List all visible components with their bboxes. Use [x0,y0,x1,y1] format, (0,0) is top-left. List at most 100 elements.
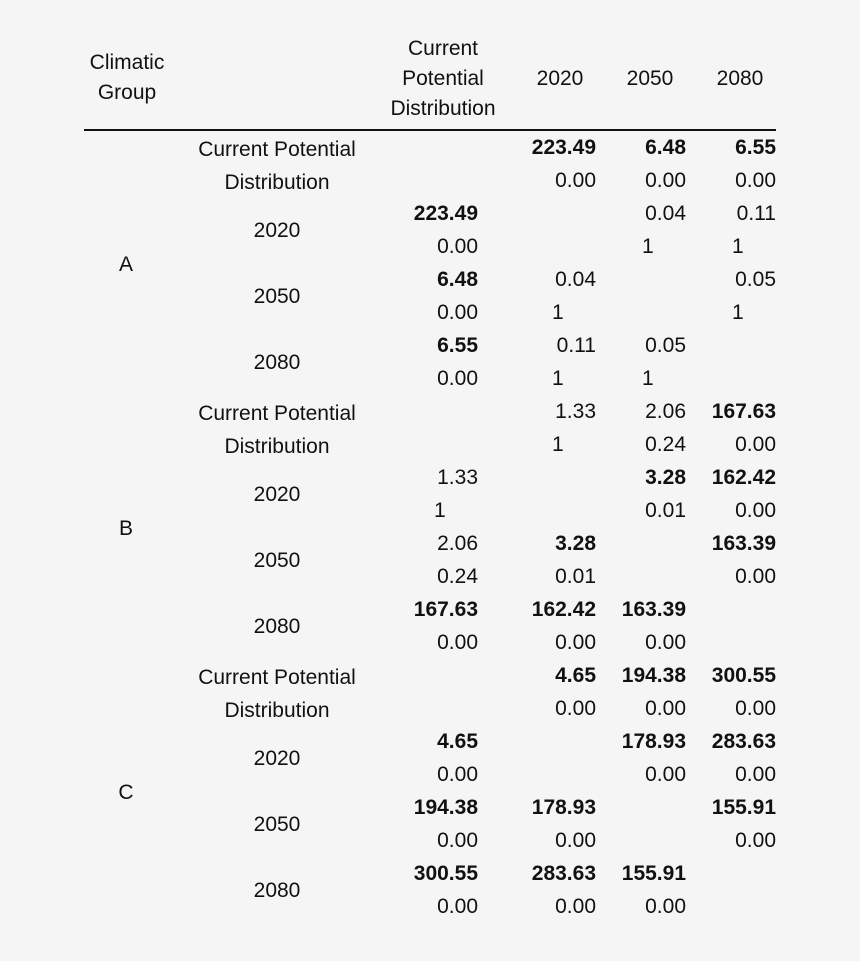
stat-value: 283.63 [531,862,596,885]
stat-value: 0.11 [736,202,776,225]
stat-value: 3.28 [645,466,686,489]
p-value: 0.00 [645,697,686,720]
p-value: 0.00 [555,829,596,852]
row-label: 2020 [253,746,301,770]
p-value: 0.00 [645,631,686,654]
stat-value: 163.39 [711,532,776,555]
header-col-2020: 2020 [522,64,598,94]
stat-value: 167.63 [413,598,478,621]
stat-value: 283.63 [711,730,776,753]
header-col-current: Current Potential Distribution [374,34,512,124]
header-climatic-group-line: Climatic [89,51,165,74]
stat-value: 0.05 [645,334,686,357]
header-climatic-group-line: Group [97,81,157,104]
stat-value: 3.28 [555,532,596,555]
stat-value: 194.38 [621,664,686,687]
row-label-line: Distribution [224,171,330,194]
stat-value: 178.93 [621,730,686,753]
stat-value: 194.38 [413,796,478,819]
p-value: 0.00 [555,895,596,918]
row-label-line: Current Potential [198,402,356,425]
header-col-current-line: Distribution [390,97,496,120]
stat-value: 0.04 [555,268,596,291]
stat-value: 6.55 [735,136,776,159]
header-climatic-group: Climatic Group [70,48,184,108]
header-climatic-group-text: Climatic Group [70,48,184,108]
p-value: 0.00 [555,697,596,720]
p-value: 0.00 [437,367,478,390]
row-label: 2080 [253,350,301,374]
stat-value: 0.05 [735,268,776,291]
climatic-group-label: A [118,253,133,276]
p-value: 0.00 [735,169,776,192]
row-label: 2080 [253,614,301,638]
row-label: 2080 [253,878,301,902]
p-value: 0.00 [645,169,686,192]
stat-value: 1.33 [437,466,478,489]
stat-value: 6.48 [437,268,478,291]
climatic-group-label: B [118,517,133,540]
stat-value: 223.49 [531,136,596,159]
stat-value: 4.65 [555,664,596,687]
row-label: 2020 [253,482,301,506]
row-label: 2050 [253,812,301,836]
header-rule [84,129,776,131]
stat-value: 0.04 [645,202,686,225]
stat-value: 162.42 [531,598,596,621]
stat-value: 6.48 [645,136,686,159]
p-value: 0.24 [437,565,478,588]
row-label-line: Current Potential [198,138,356,161]
p-value: 0.00 [437,301,478,324]
row-label-line: Distribution [224,435,330,458]
climatic-group-label: C [118,781,134,804]
stat-value: 223.49 [413,202,478,225]
p-value: 0.01 [555,565,596,588]
stat-value: 0.11 [556,334,596,357]
header-col-2050: 2050 [612,64,688,94]
row-label-line: Current Potential [198,666,356,689]
stat-value: 4.65 [437,730,478,753]
p-value: 0.00 [437,829,478,852]
p-value: 0.00 [437,631,478,654]
p-value: 0.00 [555,169,596,192]
p-value: 0.00 [735,763,776,786]
stat-value: 300.55 [413,862,478,885]
p-value: 0.00 [437,895,478,918]
header-col-current-line: Potential [402,67,484,90]
p-value: 0.00 [645,763,686,786]
p-value: 0.00 [735,565,776,588]
stat-value: 178.93 [531,796,596,819]
stat-value: 2.06 [645,400,686,423]
p-value: 0.00 [437,235,478,258]
header-col-2080: 2080 [702,64,778,94]
p-value: 0.00 [437,763,478,786]
row-label: Current Potential Distribution [170,661,384,727]
p-value: 0.00 [735,499,776,522]
p-value: 1 [642,367,654,390]
p-value: 1 [732,301,744,324]
p-value: 0.00 [645,895,686,918]
row-label: 2020 [253,218,301,242]
stat-value: 167.63 [711,400,776,423]
header-col-current-line: Current [407,37,479,60]
p-value: 1 [434,499,446,522]
header-col-2050-text: 2050 [626,67,674,90]
p-value: 0.24 [645,433,686,456]
row-label: 2050 [253,284,301,308]
stat-value: 2.06 [437,532,478,555]
header-col-2020-text: 2020 [536,67,584,90]
row-label: 2050 [253,548,301,572]
header-col-current-text: Current Potential Distribution [374,34,512,124]
p-value: 1 [552,367,564,390]
stat-value: 300.55 [711,664,776,687]
stat-value: 6.55 [437,334,478,357]
p-value: 1 [552,301,564,324]
row-label: Current Potential Distribution [170,397,384,463]
header-col-2080-text: 2080 [716,67,764,90]
stat-value: 162.42 [711,466,776,489]
row-label: Current Potential Distribution [170,133,384,199]
p-value: 1 [732,235,744,258]
p-value: 0.00 [555,631,596,654]
p-value: 1 [642,235,654,258]
